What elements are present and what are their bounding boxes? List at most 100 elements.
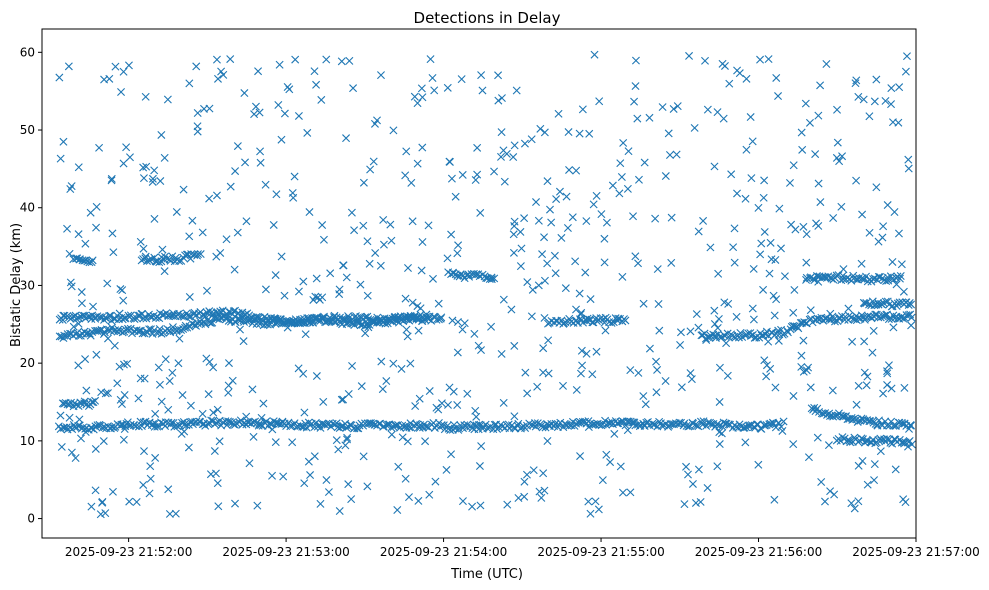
data-point — [272, 318, 281, 327]
data-point — [361, 329, 370, 338]
data-point — [387, 236, 396, 245]
data-point — [458, 497, 467, 506]
data-point — [859, 95, 868, 104]
data-point — [418, 238, 427, 246]
data-point — [894, 118, 903, 127]
data-point — [363, 237, 372, 246]
data-point — [310, 452, 319, 461]
data-point — [785, 178, 794, 187]
data-point — [81, 239, 90, 248]
data-point — [540, 313, 549, 322]
data-point — [616, 462, 625, 471]
data-point — [157, 130, 166, 139]
data-point — [895, 298, 904, 307]
data-point — [899, 287, 908, 296]
data-point — [762, 361, 771, 370]
data-point — [629, 212, 638, 221]
data-point — [545, 421, 554, 430]
data-point — [107, 176, 116, 185]
data-point — [543, 177, 552, 186]
data-point — [93, 312, 102, 321]
data-point — [572, 305, 581, 314]
data-point — [837, 312, 846, 321]
data-point — [62, 423, 71, 432]
data-point — [417, 266, 426, 275]
data-point — [883, 369, 892, 378]
data-point — [107, 174, 116, 183]
data-point — [543, 437, 552, 446]
data-point — [309, 318, 318, 327]
data-point — [804, 453, 813, 462]
data-point — [125, 153, 134, 162]
data-point — [98, 497, 107, 506]
data-point — [404, 493, 413, 502]
data-point — [172, 207, 181, 216]
data-point — [507, 305, 516, 314]
data-point — [269, 220, 278, 229]
data-point — [334, 445, 343, 454]
data-point — [725, 79, 734, 88]
data-point — [746, 331, 755, 340]
data-point — [342, 273, 351, 282]
data-point — [403, 263, 412, 272]
data-point — [87, 424, 96, 433]
data-point — [854, 381, 863, 390]
data-point — [509, 153, 518, 162]
data-point — [584, 497, 593, 506]
data-point — [225, 417, 234, 426]
data-point — [447, 174, 456, 183]
data-point — [143, 256, 152, 265]
data-point — [448, 316, 457, 325]
data-point — [689, 419, 698, 428]
data-point — [487, 273, 496, 282]
data-point — [55, 73, 64, 82]
data-point — [119, 296, 128, 305]
data-point — [429, 274, 437, 283]
data-point — [623, 184, 632, 193]
data-point — [686, 327, 695, 336]
data-point — [185, 312, 194, 321]
data-point — [799, 367, 808, 376]
data-point — [417, 84, 426, 93]
data-point — [312, 274, 321, 283]
data-point — [578, 105, 587, 114]
data-point — [413, 159, 422, 168]
data-point — [205, 357, 214, 366]
data-point — [540, 128, 549, 137]
data-point — [833, 138, 842, 147]
data-point — [74, 319, 83, 328]
data-point — [413, 99, 422, 108]
data-point — [158, 245, 167, 254]
data-point — [883, 201, 892, 210]
data-point — [896, 272, 905, 280]
data-point — [77, 288, 86, 297]
data-point — [477, 71, 486, 80]
data-point — [499, 295, 508, 304]
data-point — [584, 423, 593, 432]
data-point — [111, 62, 120, 71]
data-point — [814, 277, 823, 286]
data-point — [312, 372, 321, 381]
data-point — [415, 394, 424, 403]
data-point — [402, 147, 411, 156]
data-point — [447, 450, 456, 459]
data-point — [891, 465, 900, 474]
data-point — [510, 341, 519, 350]
data-point — [895, 274, 904, 283]
data-point — [389, 359, 398, 368]
data-point — [337, 57, 346, 66]
data-point — [907, 313, 916, 322]
data-point — [600, 258, 609, 267]
data-point — [772, 73, 781, 82]
data-point — [182, 309, 191, 318]
data-point — [370, 119, 379, 128]
data-point — [326, 269, 335, 278]
data-point — [744, 421, 753, 430]
data-point — [92, 223, 101, 232]
data-point — [366, 165, 375, 174]
data-point — [403, 312, 412, 321]
data-point — [710, 319, 719, 328]
data-point — [736, 329, 745, 337]
data-point — [792, 322, 801, 331]
data-point — [167, 418, 176, 427]
